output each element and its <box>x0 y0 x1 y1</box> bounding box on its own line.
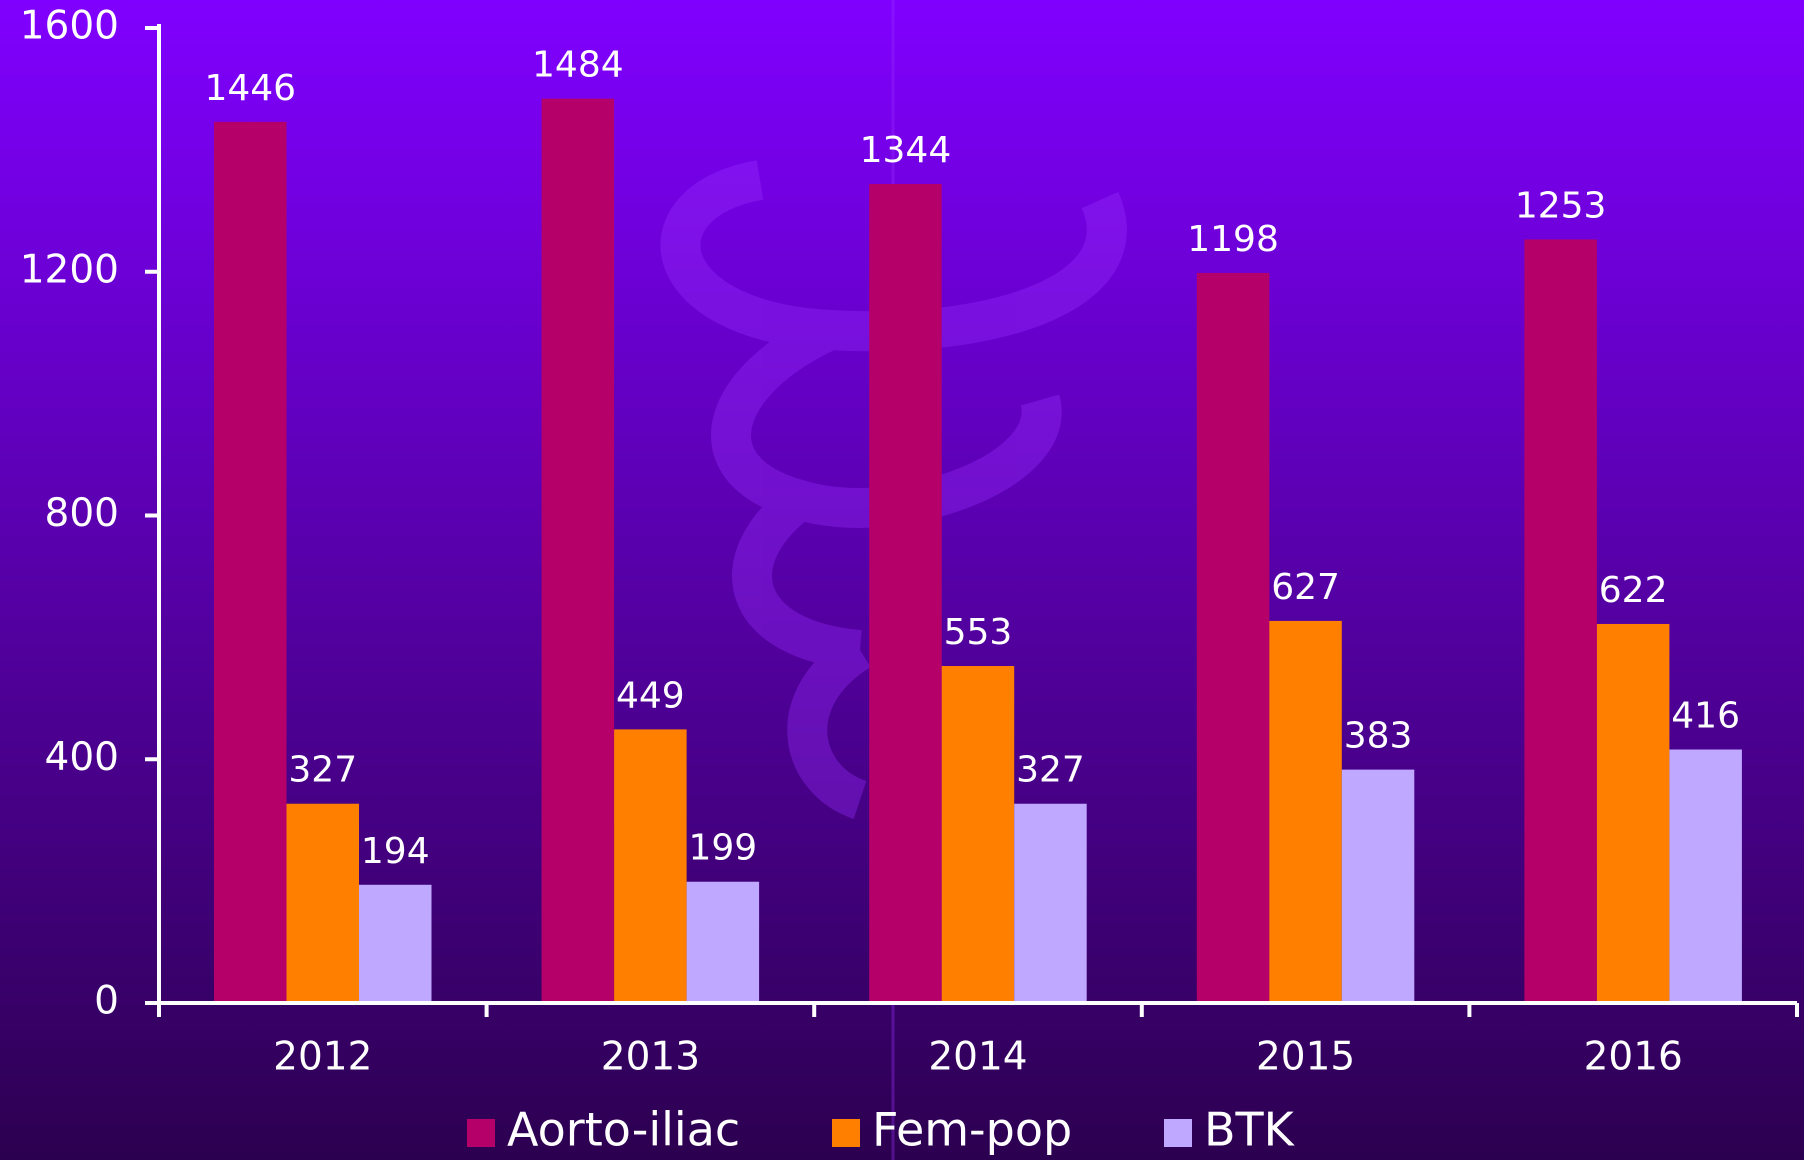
bar <box>1014 803 1087 1003</box>
value-label: 1198 <box>1187 219 1279 260</box>
value-label: 553 <box>944 612 1013 653</box>
bar <box>1269 620 1342 1003</box>
bar <box>941 666 1015 1003</box>
bar <box>614 729 687 1003</box>
value-label: 1253 <box>1515 185 1607 226</box>
legend-label: Fem-pop <box>872 1103 1072 1157</box>
y-tick-label: 1600 <box>20 4 119 49</box>
value-label: 327 <box>288 750 357 791</box>
value-label: 199 <box>688 828 757 869</box>
legend-swatch <box>832 1119 860 1147</box>
bar <box>541 98 615 1003</box>
value-label: 194 <box>361 831 430 872</box>
bar <box>1669 749 1742 1003</box>
x-tick-label: 2015 <box>1256 1035 1355 1080</box>
bar <box>1341 769 1415 1003</box>
bar <box>214 121 287 1003</box>
bar <box>869 184 942 1003</box>
value-label: 327 <box>1016 750 1085 791</box>
value-label: 622 <box>1599 570 1668 611</box>
x-tick-label: 2016 <box>1584 1035 1683 1080</box>
value-label: 449 <box>616 675 685 716</box>
bar <box>359 884 432 1003</box>
value-label: 1446 <box>204 68 296 109</box>
value-label: 383 <box>1344 716 1413 757</box>
x-tick-label: 2012 <box>273 1035 372 1080</box>
bar <box>1196 272 1270 1003</box>
bar <box>686 881 760 1003</box>
value-label: 627 <box>1271 567 1340 608</box>
bar <box>286 803 359 1003</box>
y-tick-label: 400 <box>45 735 119 780</box>
x-tick-label: 2013 <box>601 1035 700 1080</box>
y-tick-label: 1200 <box>20 247 119 292</box>
legend-label: BTK <box>1204 1103 1296 1157</box>
value-label: 1484 <box>532 45 624 86</box>
value-label: 1344 <box>860 130 952 171</box>
bar <box>1596 623 1670 1003</box>
bar <box>1524 239 1597 1003</box>
y-tick-label: 800 <box>45 491 119 536</box>
y-tick-label: 0 <box>94 979 119 1024</box>
legend-swatch <box>1164 1119 1192 1147</box>
x-tick-label: 2014 <box>928 1035 1027 1080</box>
legend-label: Aorto-iliac <box>507 1103 740 1157</box>
legend-swatch <box>467 1119 495 1147</box>
value-label: 416 <box>1671 696 1740 737</box>
